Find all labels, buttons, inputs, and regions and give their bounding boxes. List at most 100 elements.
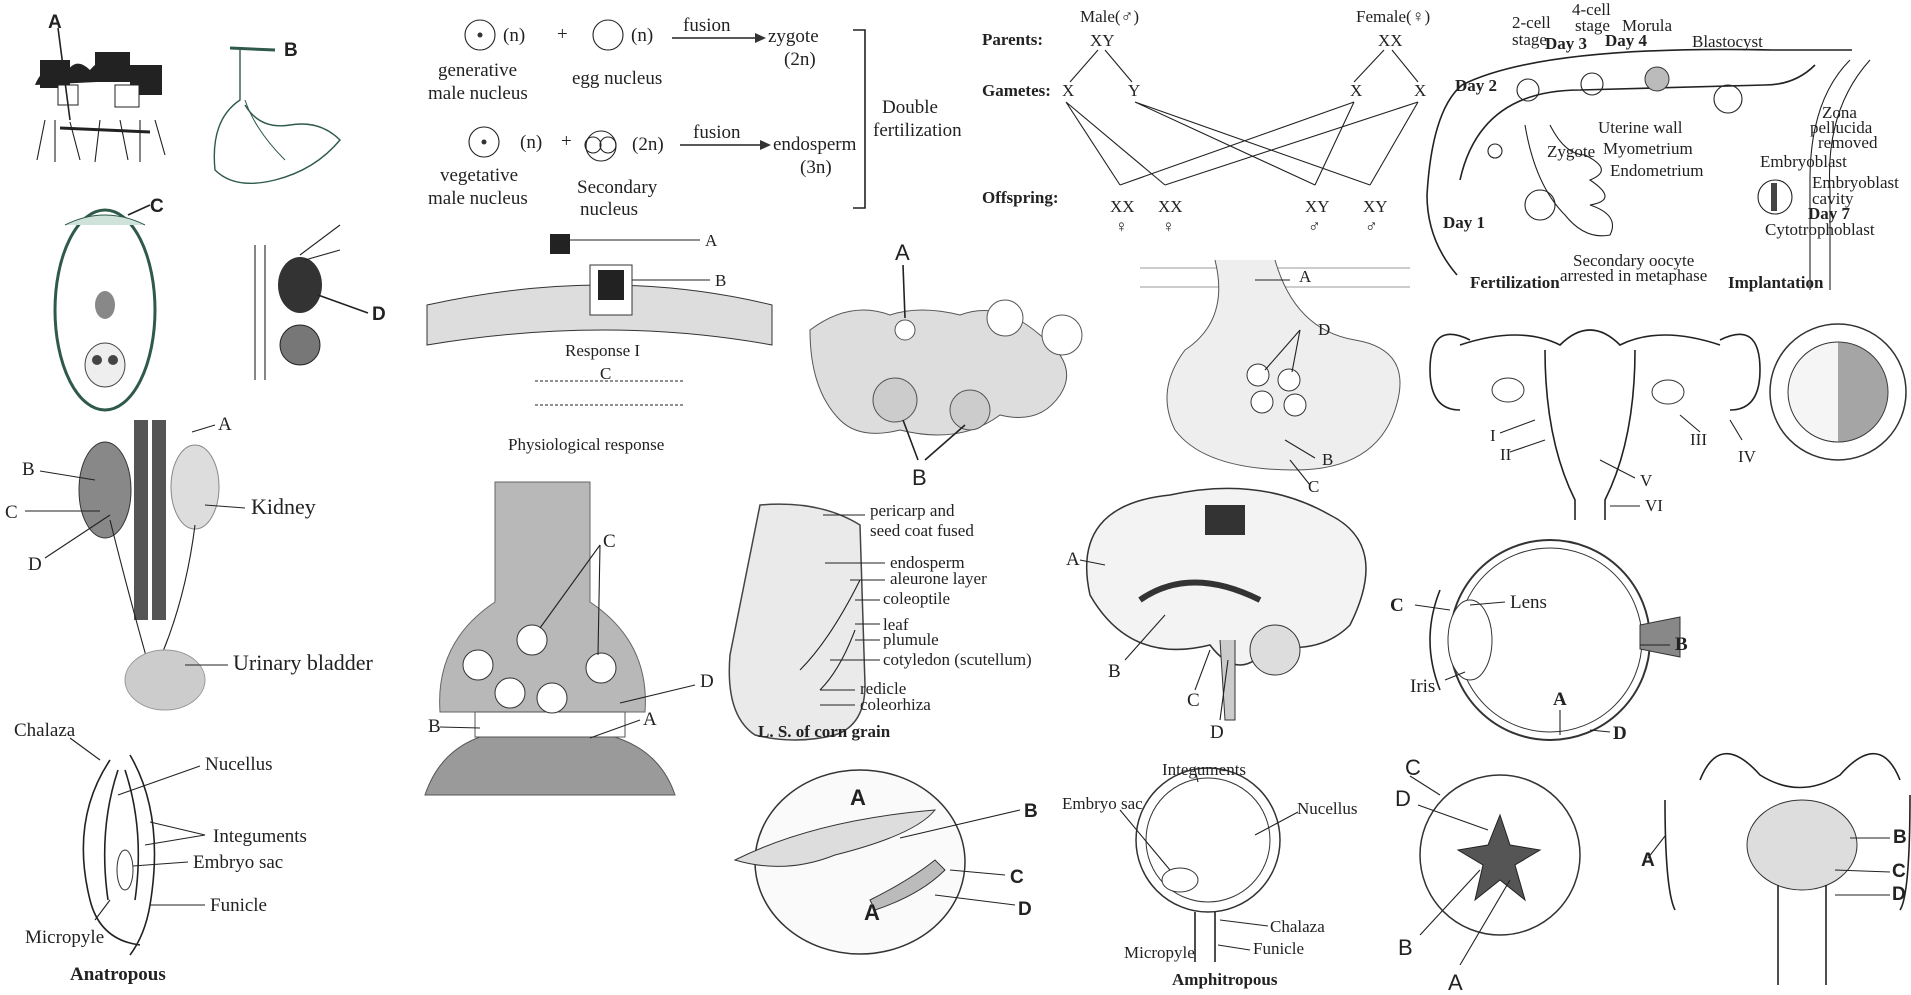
kidney-label-d: D	[28, 554, 42, 575]
label-2-cell: 2-cell	[1512, 13, 1551, 32]
secondary-label-2: nucleus	[580, 199, 638, 220]
amphitropous-ovule	[1135, 767, 1281, 913]
panel-double-fertilization: (n) + (n) fusion zygote (2n) generative …	[428, 15, 962, 220]
synaptic-cleft	[474, 711, 626, 738]
label-implantation: Implantation	[1728, 273, 1824, 292]
ovary-outline	[809, 309, 1068, 436]
anatropous-label-micropyle: Micropyle	[25, 927, 104, 948]
eye-label-lens: Lens	[1510, 592, 1547, 613]
four-cell-stage	[1580, 72, 1604, 96]
fert-n3: (n)	[520, 132, 542, 153]
uterus-label-iv: IV	[1738, 447, 1757, 466]
synaptic-knob	[1166, 259, 1401, 471]
panel-synapse-large: C D B A	[424, 481, 714, 796]
secondary-nucleus-circle	[584, 136, 602, 154]
endosperm-label: endosperm	[773, 134, 857, 155]
brain-label-a: A	[1066, 549, 1080, 570]
flower-label-d: D	[372, 304, 386, 325]
uterus-label-ii: II	[1500, 445, 1512, 464]
brain-label-b: B	[1108, 661, 1121, 682]
aorta	[134, 420, 148, 620]
anatropous-ovule	[82, 754, 156, 956]
amphi-label-funicle: Funicle	[1253, 939, 1304, 958]
label-cavity-1: Embryoblast	[1812, 173, 1899, 192]
synapse-small-label-a: A	[1299, 267, 1312, 286]
uterus-label-i: I	[1490, 426, 1496, 445]
vegetative-nucleus-circle	[468, 126, 500, 158]
offspring-sex-4: ♂	[1365, 217, 1378, 236]
panel-membrane-receptor: A B Response I C Physiological response	[426, 231, 773, 454]
anatropous-label-nucellus: Nucellus	[205, 754, 273, 775]
anatropous-label-embryo-sac: Embryo sac	[193, 852, 283, 873]
fruit-label-c: C	[1405, 755, 1421, 780]
vegetative-label-1: vegetative	[440, 165, 518, 186]
male-label-c: C	[1892, 861, 1906, 882]
label-blastocyst: Blastocyst	[1692, 32, 1763, 51]
seed-embryo	[733, 809, 937, 867]
cornea	[1429, 589, 1441, 691]
zygote-label: zygote	[768, 26, 819, 47]
amphi-label-micropyle: Micropyle	[1124, 943, 1195, 962]
generative-label-1: generative	[438, 60, 517, 81]
offspring-4: XY	[1363, 197, 1388, 216]
panel-seed-section: A A B C D	[733, 769, 1038, 955]
urinary-bladder	[124, 649, 206, 711]
fusion-label-1: fusion	[683, 15, 731, 36]
synapse-large-label-b: B	[428, 716, 441, 737]
optic-nerve	[1639, 616, 1681, 658]
offspring-label: Offspring:	[982, 188, 1059, 207]
fruit-label-d: D	[1395, 786, 1411, 811]
vena-cava	[152, 420, 166, 620]
uterus-label-v: V	[1640, 471, 1653, 490]
receptor-label-a: A	[705, 231, 718, 250]
anatropous-label-integuments: Integuments	[213, 826, 307, 847]
eye-label-a: A	[1553, 689, 1567, 710]
label-uterine-wall: Uterine wall	[1598, 118, 1683, 137]
gamete-offspring-lines	[1065, 101, 1419, 186]
label-zona-1: Zona	[1822, 103, 1857, 122]
eye-label-d: D	[1613, 723, 1627, 744]
ovary-right	[1651, 379, 1685, 405]
corn-label-coleoptile: coleoptile	[883, 589, 950, 608]
kidney-label: Kidney	[251, 494, 316, 519]
corn-caption: L. S. of corn grain	[758, 722, 891, 741]
fusion-label-2: fusion	[693, 122, 741, 143]
urethra	[1777, 885, 1827, 985]
label-day4: Day 4	[1605, 31, 1648, 50]
postsynaptic-neuron	[424, 729, 676, 796]
brain-label-c: C	[1187, 690, 1200, 711]
synapse-large-label-a: A	[643, 709, 657, 730]
synapse-small-label-d: D	[1318, 320, 1330, 339]
eye-lens	[1447, 599, 1493, 681]
fruit-label-a: A	[1448, 970, 1463, 995]
corn-label-cotyledon: cotyledon (scutellum)	[883, 650, 1032, 669]
corn-label-pericarp-1: pericarp and	[870, 501, 955, 520]
prostate	[1746, 799, 1858, 891]
endosperm-ploidy: (3n)	[800, 157, 832, 178]
secondary-label-1: Secondary	[577, 177, 658, 198]
eye-label-b: B	[1675, 634, 1688, 655]
kidney-label-a: A	[218, 414, 232, 435]
zygote-cell	[1487, 143, 1503, 159]
label-zygote: Zygote	[1547, 142, 1595, 161]
panel-corn-grain: pericarp and seed coat fused endosperm a…	[728, 501, 1032, 741]
ovule-illustration	[53, 204, 157, 412]
panel-brain: A B C D	[1066, 487, 1367, 743]
offspring-sex-2: ♀	[1162, 217, 1175, 236]
egg-nucleus-label: egg nucleus	[572, 68, 662, 89]
uterus-label-iii: III	[1690, 430, 1707, 449]
kidney-left	[78, 441, 132, 539]
vas-deferens	[1664, 794, 1911, 911]
uterus-body	[1544, 349, 1636, 520]
panel-urinary-system: A B C D Kidney Urinary bladder	[5, 414, 374, 711]
double-fertilization-bracket	[853, 29, 866, 209]
label-endometrium: Endometrium	[1610, 161, 1703, 180]
label-fertilization: Fertilization	[1470, 273, 1560, 292]
label-4-cell-stage: stage	[1575, 16, 1610, 35]
label-embryoblast: Embryoblast	[1760, 152, 1847, 171]
panel-amphitropous: Integuments Nucellus Embryo sac Chalaza …	[1062, 760, 1357, 989]
amphi-label-chalaza: Chalaza	[1270, 917, 1325, 936]
fert-plus1: +	[557, 24, 568, 45]
panel-fruit-section: C D B A	[1395, 755, 1581, 995]
